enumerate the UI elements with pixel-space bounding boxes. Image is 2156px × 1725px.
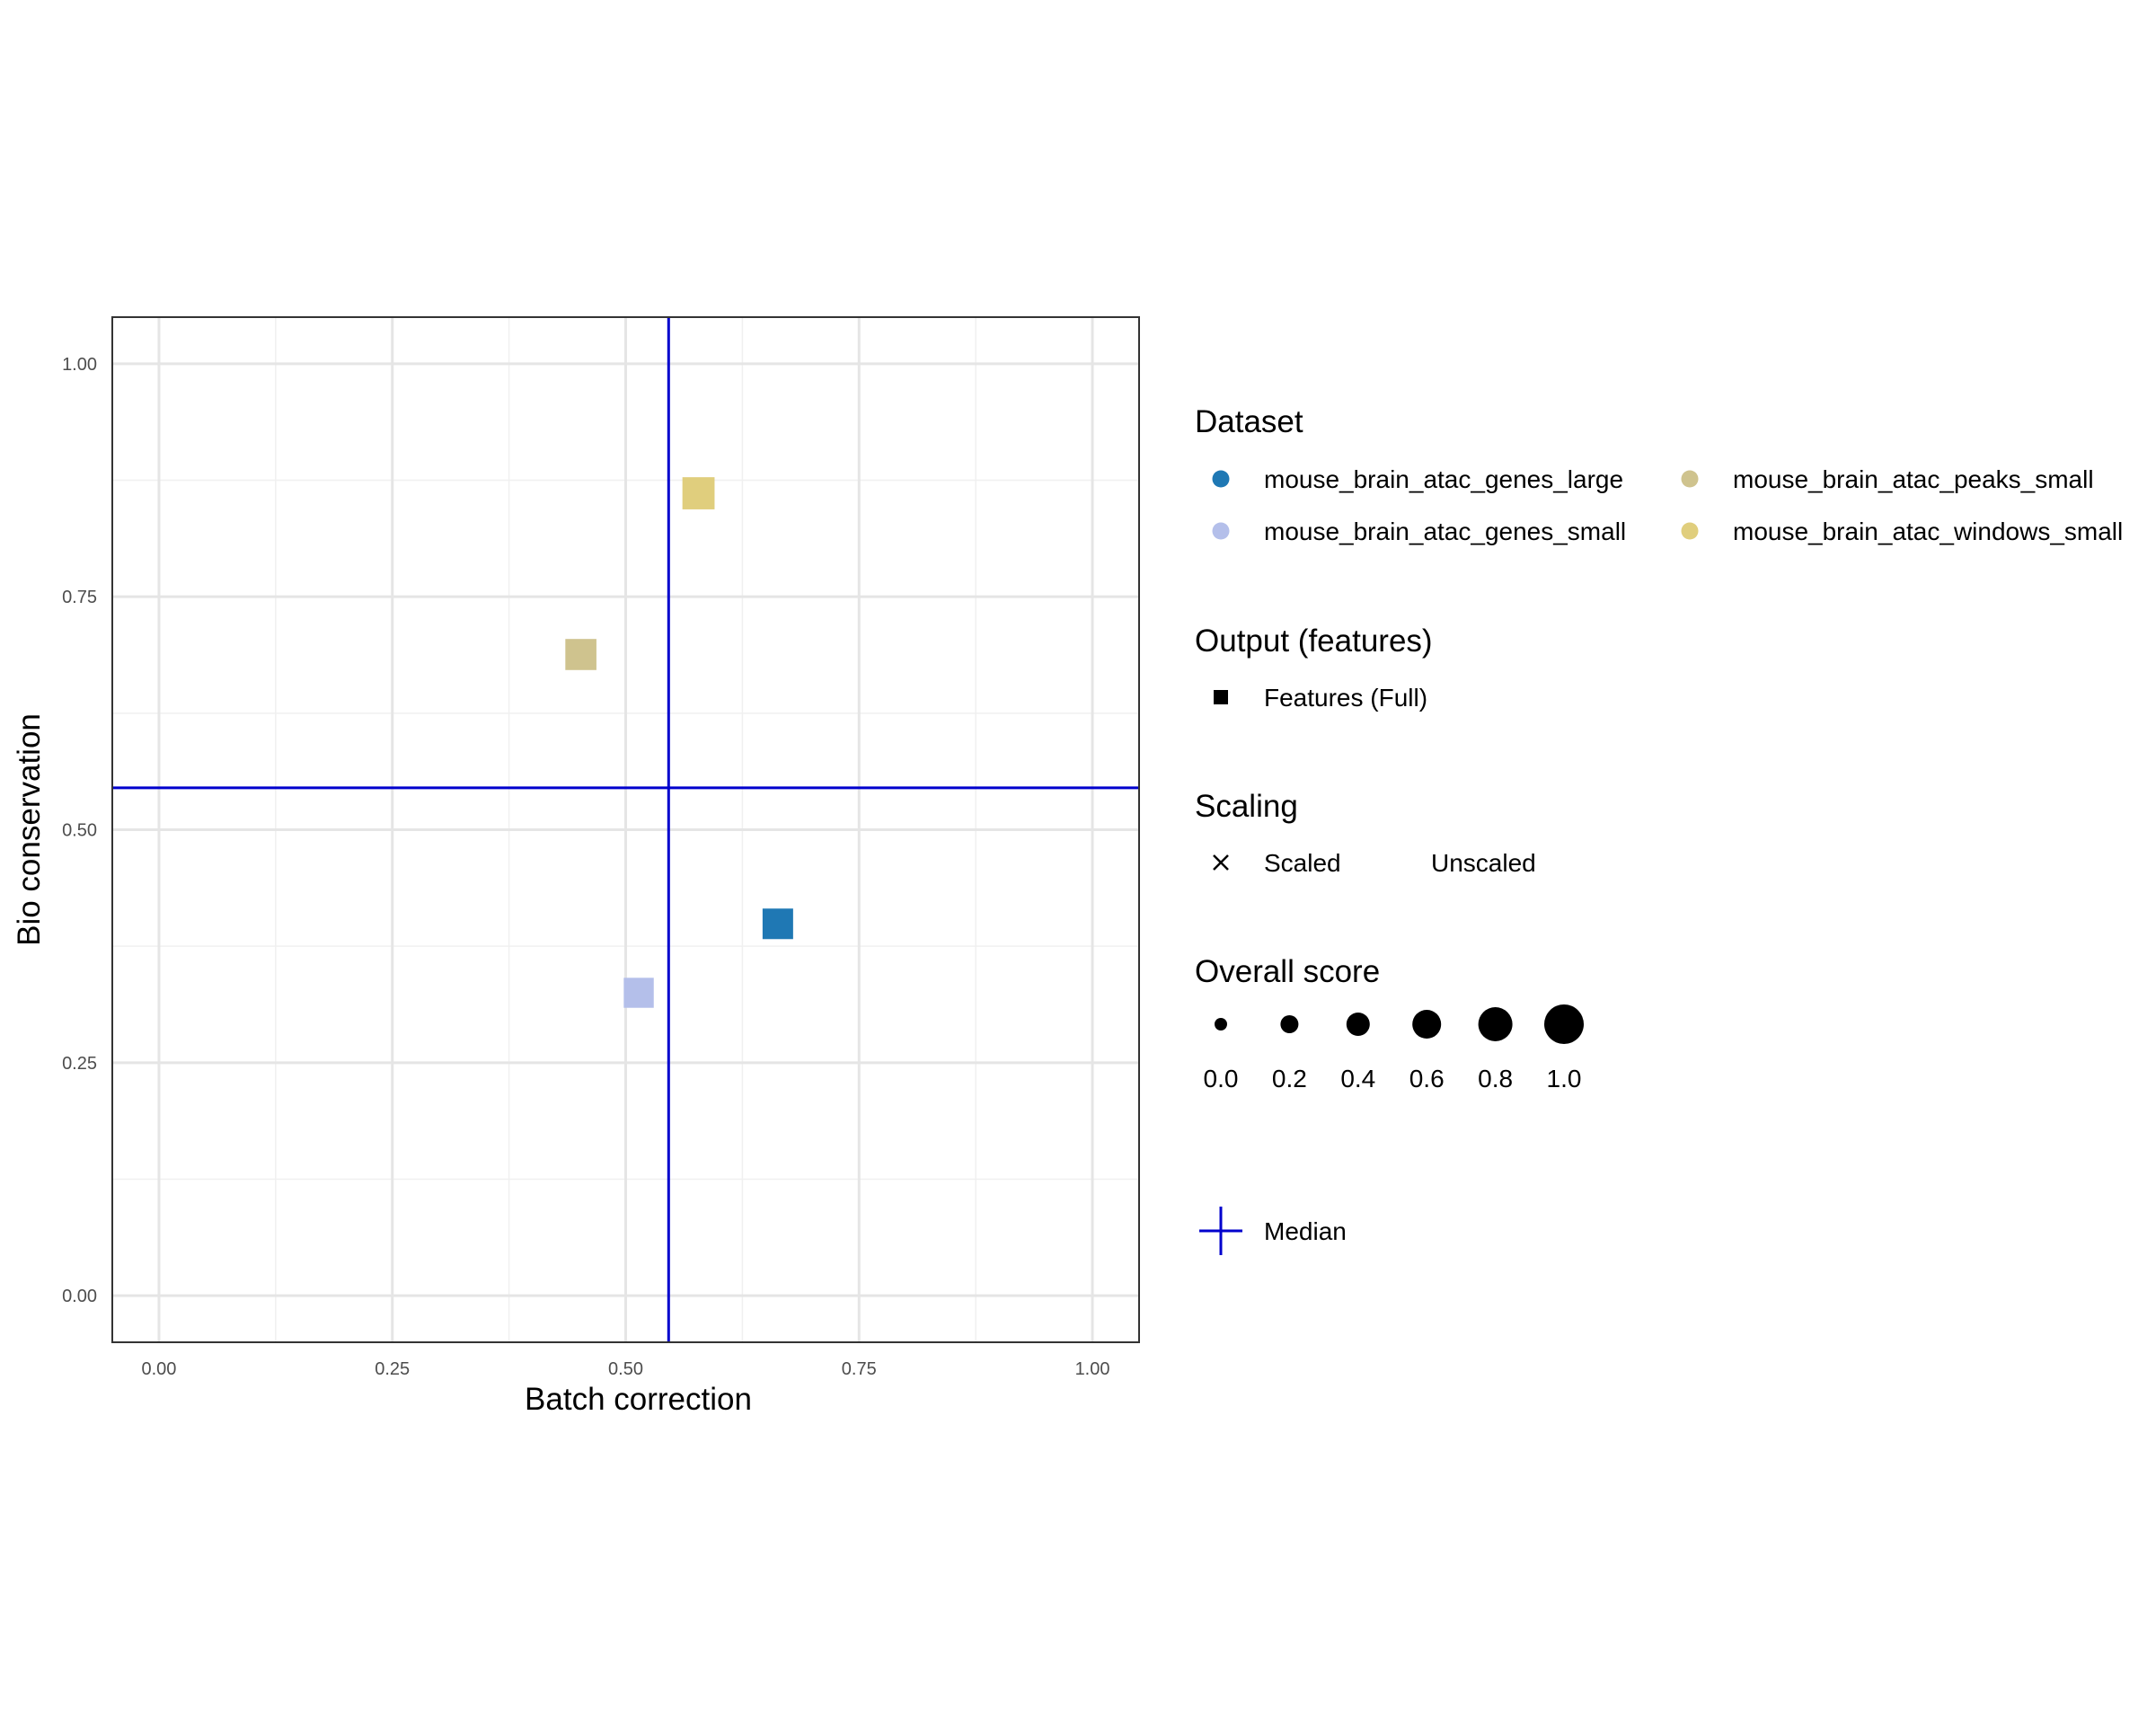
legend: Datasetmouse_brain_atac_genes_largemouse… [1195, 404, 2123, 1255]
legend-label-median: Median [1264, 1217, 1347, 1245]
legend-label-dataset: mouse_brain_atac_peaks_small [1733, 465, 2094, 493]
x-axis-title: Batch correction [525, 1382, 752, 1417]
legend-title-overall-score: Overall score [1195, 954, 1380, 989]
legend-label-scaling: Scaled [1264, 849, 1341, 877]
legend-title-dataset: Dataset [1195, 404, 1303, 439]
legend-label-output: Features (Full) [1264, 684, 1427, 712]
y-axis-title: Bio conservation [12, 713, 47, 946]
legend-key-overall-score-3 [1412, 1010, 1442, 1039]
legend-label-overall-score: 0.8 [1478, 1065, 1513, 1092]
data-point-3 [682, 477, 715, 509]
legend-title-output: Output (features) [1195, 624, 1433, 659]
legend-key-dataset-2 [1681, 470, 1699, 488]
plot-area: 0.00 0.25 0.50 0.75 1.00 0.00 0.25 0.50 0.75 1.00… [12, 316, 1140, 1417]
legend-key-overall-score-4 [1478, 1007, 1513, 1041]
y-tick-label: 0.75 [62, 588, 97, 607]
legend-key-dataset-3 [1681, 522, 1699, 540]
data-point-2 [565, 639, 596, 670]
x-tick-label: 0.50 [608, 1359, 643, 1379]
legend-label-overall-score: 0.4 [1340, 1065, 1375, 1092]
legend-key-output-square [1214, 690, 1228, 704]
legend-label-scaling: Unscaled [1431, 849, 1536, 877]
legend-label-overall-score: 0.0 [1204, 1065, 1239, 1092]
y-tick-label: 0.50 [62, 821, 97, 841]
x-tick-label: 0.75 [842, 1359, 877, 1379]
plot-border [111, 316, 1140, 1343]
legend-label-overall-score: 0.6 [1409, 1065, 1445, 1092]
legend-key-dataset-0 [1212, 470, 1230, 488]
x-tick-label: 0.00 [141, 1359, 176, 1379]
legend-label-dataset: mouse_brain_atac_genes_large [1264, 465, 1623, 493]
y-tick-label: 0.25 [62, 1054, 97, 1074]
legend-key-overall-score-5 [1544, 1004, 1584, 1044]
y-tick-label: 1.00 [62, 355, 97, 375]
legend-key-overall-score-1 [1280, 1015, 1299, 1033]
legend-key-dataset-1 [1212, 522, 1230, 540]
legend-label-dataset: mouse_brain_atac_genes_small [1264, 518, 1626, 545]
x-tick-label: 0.25 [375, 1359, 410, 1379]
legend-title-scaling: Scaling [1195, 789, 1298, 824]
legend-label-overall-score: 1.0 [1547, 1065, 1582, 1092]
data-point-0 [762, 908, 793, 940]
legend-label-overall-score: 0.2 [1272, 1065, 1307, 1092]
legend-key-overall-score-0 [1215, 1018, 1227, 1031]
x-tick-label: 1.00 [1075, 1359, 1110, 1379]
legend-label-dataset: mouse_brain_atac_windows_small [1733, 518, 2123, 545]
data-point-1 [623, 978, 654, 1008]
legend-key-overall-score-2 [1346, 1013, 1370, 1036]
y-tick-label: 0.00 [62, 1287, 97, 1306]
legend-key-scaled-cross [1213, 854, 1229, 871]
